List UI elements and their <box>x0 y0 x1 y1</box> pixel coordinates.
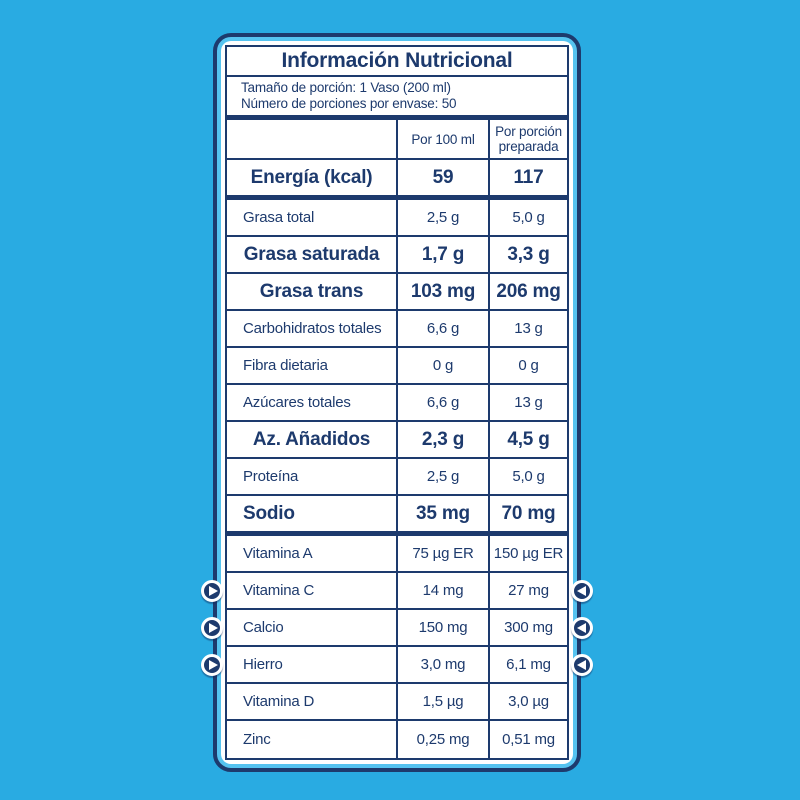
table-row: Azúcares totales 6,6 g 13 g <box>227 385 567 422</box>
table-row: Proteína 2,5 g 5,0 g <box>227 459 567 496</box>
play-right-triangle <box>208 622 218 633</box>
table-row: Grasa trans 103 mg 206 mg <box>227 274 567 311</box>
nutrient-name: Grasa saturada <box>243 243 380 265</box>
nutrient-name: Proteína <box>243 467 299 485</box>
nutrient-name: Grasa total <box>243 208 315 226</box>
table-row: Sodio 35 mg 70 mg <box>227 496 567 536</box>
nutrient-name: Zinc <box>243 730 271 748</box>
column-header-empty <box>227 120 396 158</box>
nutrient-name: Azúcares totales <box>243 393 351 411</box>
value-per-portion: 0,51 mg <box>488 721 567 758</box>
nutrient-name: Vitamina D <box>243 692 315 710</box>
play-left-triangle <box>576 585 586 596</box>
nutrient-name: Az. Añadidos <box>252 428 371 450</box>
thick-divider-top <box>227 115 567 120</box>
table-row: Carbohidratos totales 6,6 g 13 g <box>227 311 567 348</box>
nutrient-name: Vitamina A <box>243 544 313 562</box>
value-per-100ml: 6,6 g <box>396 311 488 346</box>
table-row: Vitamina C 14 mg 27 mg <box>201 573 593 610</box>
nutrient-name: Grasa trans <box>259 280 364 302</box>
table-row: Hierro 3,0 mg 6,1 mg <box>201 647 593 684</box>
nutrient-name: Sodio <box>243 502 295 524</box>
table-row: Grasa saturada 1,7 g 3,3 g <box>227 237 567 274</box>
nutrition-label-inner: Información Nutricional Tamaño de porció… <box>201 41 593 764</box>
value-per-100ml: 1,5 µg <box>396 684 488 719</box>
nutrient-name: Fibra dietaria <box>243 356 328 374</box>
value-per-portion: 117 <box>488 160 567 195</box>
value-per-100ml: 2,5 g <box>396 200 488 235</box>
nutrient-name: Hierro <box>243 655 283 673</box>
play-right-icon <box>201 616 223 639</box>
value-per-100ml: 2,5 g <box>396 459 488 494</box>
value-per-100ml: 75 µg ER <box>396 536 488 571</box>
column-header-per-portion: Por porción preparada <box>488 120 567 158</box>
value-per-portion: 70 mg <box>488 496 567 531</box>
table-row: Zinc 0,25 mg 0,51 mg <box>227 721 567 758</box>
value-per-100ml: 0,25 mg <box>396 721 488 758</box>
value-per-portion: 206 mg <box>488 274 567 309</box>
nutrient-name: Energía (kcal) <box>250 166 373 188</box>
play-left-triangle <box>576 659 586 670</box>
play-right-icon <box>201 653 223 676</box>
nutrient-name: Carbohidratos totales <box>243 319 382 337</box>
play-left-icon <box>571 653 593 676</box>
nutrient-name: Calcio <box>243 618 284 636</box>
serving-info: Tamaño de porción: 1 Vaso (200 ml) Númer… <box>227 77 567 115</box>
value-per-100ml: 3,0 mg <box>396 647 488 682</box>
nutrient-name: Vitamina C <box>243 581 315 599</box>
play-left-triangle <box>576 622 586 633</box>
table-row: Calcio 150 mg 300 mg <box>201 610 593 647</box>
play-right-triangle <box>208 585 218 596</box>
value-per-portion: 3,3 g <box>488 237 567 272</box>
nutrition-label-card: Información Nutricional Tamaño de porció… <box>201 33 593 772</box>
value-per-portion: 150 µg ER <box>488 536 567 571</box>
value-per-portion: 3,0 µg <box>488 684 567 719</box>
value-per-100ml: 150 mg <box>396 610 488 645</box>
value-per-portion: 5,0 g <box>488 459 567 494</box>
label-title: Información Nutricional <box>227 47 567 77</box>
value-per-100ml: 0 g <box>396 348 488 383</box>
value-per-100ml: 1,7 g <box>396 237 488 272</box>
value-per-100ml: 6,6 g <box>396 385 488 420</box>
value-per-100ml: 2,3 g <box>396 422 488 457</box>
serving-size-text: Tamaño de porción: 1 Vaso (200 ml) <box>241 80 451 95</box>
value-per-100ml: 14 mg <box>396 573 488 608</box>
table-row: Energía (kcal) 59 117 <box>227 160 567 200</box>
value-per-portion: 27 mg <box>488 573 567 608</box>
table-row: Vitamina A 75 µg ER 150 µg ER <box>227 536 567 573</box>
value-per-portion: 300 mg <box>488 610 567 645</box>
table-row: Az. Añadidos 2,3 g 4,5 g <box>227 422 567 459</box>
column-header-per-100ml: Por 100 ml <box>396 120 488 158</box>
column-header-row: Por 100 ml Por porción preparada <box>227 120 567 160</box>
nutrition-table: Información Nutricional Tamaño de porció… <box>201 45 593 760</box>
value-per-portion: 0 g <box>488 348 567 383</box>
value-per-portion: 6,1 mg <box>488 647 567 682</box>
value-per-100ml: 59 <box>396 160 488 195</box>
value-per-100ml: 35 mg <box>396 496 488 531</box>
value-per-portion: 13 g <box>488 311 567 346</box>
table-row: Fibra dietaria 0 g 0 g <box>227 348 567 385</box>
table-row: Grasa total 2,5 g 5,0 g <box>227 200 567 237</box>
play-left-icon <box>571 616 593 639</box>
table-row: Vitamina D 1,5 µg 3,0 µg <box>227 684 567 721</box>
play-right-icon <box>201 579 223 602</box>
value-per-portion: 5,0 g <box>488 200 567 235</box>
play-right-triangle <box>208 659 218 670</box>
nutrition-rows: Energía (kcal) 59 117 Grasa total 2,5 g … <box>201 160 593 758</box>
value-per-portion: 4,5 g <box>488 422 567 457</box>
play-left-icon <box>571 579 593 602</box>
value-per-100ml: 103 mg <box>396 274 488 309</box>
value-per-portion: 13 g <box>488 385 567 420</box>
servings-per-container-text: Número de porciones por envase: 50 <box>241 96 457 111</box>
